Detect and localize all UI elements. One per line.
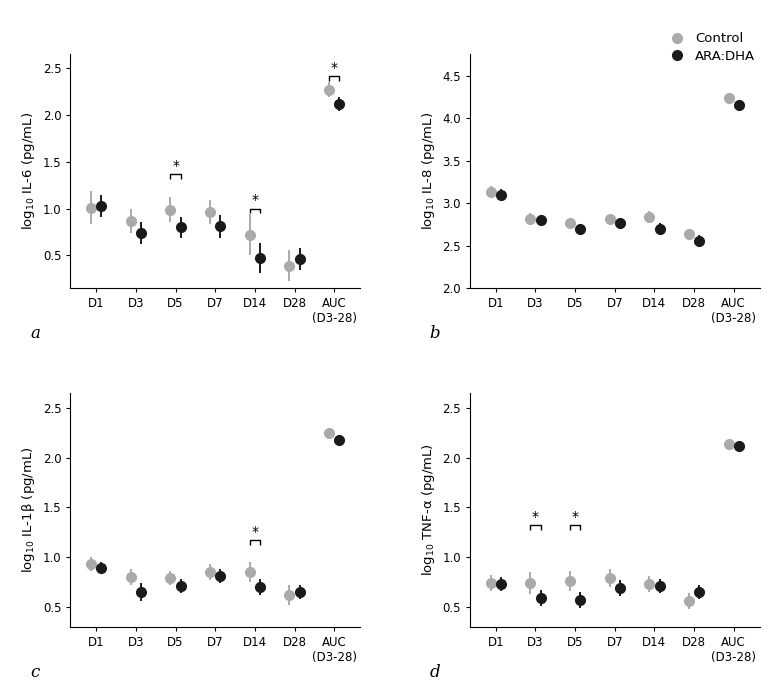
Text: *: * <box>330 61 337 74</box>
Text: c: c <box>30 664 39 681</box>
Text: *: * <box>532 509 539 524</box>
Text: *: * <box>251 193 258 207</box>
Text: d: d <box>429 664 440 681</box>
Legend: Control, ARA:DHA: Control, ARA:DHA <box>659 27 761 68</box>
Y-axis label: log$_{10}$ TNF-α (pg/mL): log$_{10}$ TNF-α (pg/mL) <box>420 443 437 576</box>
Text: *: * <box>572 509 579 524</box>
Text: *: * <box>172 159 179 172</box>
Text: *: * <box>251 524 258 539</box>
Y-axis label: log$_{10}$ IL-8 (pg/mL): log$_{10}$ IL-8 (pg/mL) <box>420 112 437 230</box>
Y-axis label: log$_{10}$ IL-1β (pg/mL): log$_{10}$ IL-1β (pg/mL) <box>20 447 38 573</box>
Text: b: b <box>429 326 440 343</box>
Text: a: a <box>30 326 40 343</box>
Y-axis label: log$_{10}$ IL-6 (pg/mL): log$_{10}$ IL-6 (pg/mL) <box>20 112 38 230</box>
